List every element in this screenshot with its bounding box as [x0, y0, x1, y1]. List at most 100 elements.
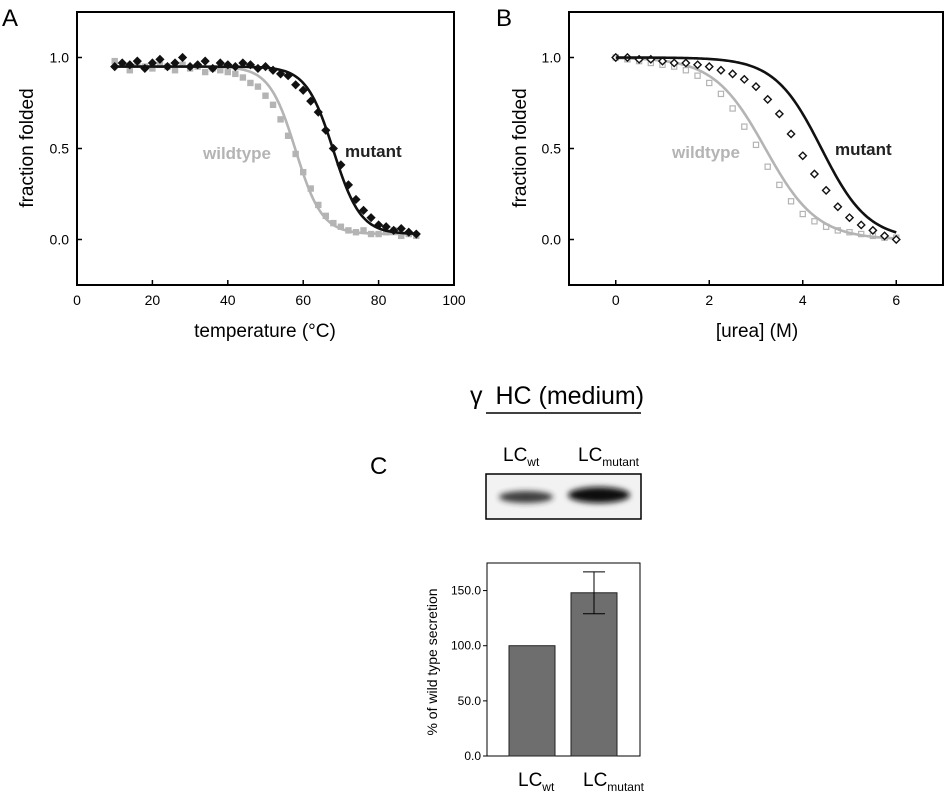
panel-b-y-axis-title: fraction folded: [510, 88, 531, 207]
panel-a-x-tick-label: 40: [220, 292, 236, 308]
blot-lane-2-sub: mutant: [602, 455, 639, 469]
panel-c-x-tick-2-main: LC: [583, 770, 607, 791]
panel-c-x-tick-2: LCmutant: [583, 770, 645, 794]
panel-a-mutant-point: [177, 52, 188, 63]
panel-b-mutant-point: [669, 58, 679, 68]
panel-a-mutant-fit-line: [114, 65, 417, 235]
panel-c-letter: C: [370, 453, 387, 480]
panel-b-wildtype-point: [706, 79, 713, 87]
panel-a-y-tick-label: 0.5: [50, 141, 70, 157]
blot-lane-2-main: LC: [578, 445, 602, 466]
panel-c-x-tick-1-main: LC: [518, 770, 542, 791]
panel-a-wildtype-point: [232, 70, 239, 78]
panel-c-x-tick-2-sub: mutant: [607, 780, 644, 794]
panel-b-wildtype-point: [787, 198, 795, 205]
panel-a-wildtype-point: [269, 101, 277, 109]
blot-title: γ HC (medium): [470, 382, 644, 410]
panel-c-y-tick-label: 150.0: [451, 584, 481, 598]
panel-b-x-tick-label: 4: [799, 292, 807, 308]
panel-b-x-tick-label: 2: [705, 292, 713, 308]
panel-b-wildtype-point: [752, 141, 760, 149]
panel-a-wildtype-label: wildtype: [202, 144, 271, 163]
panel-a-y-tick-label: 0.0: [50, 232, 70, 248]
panel-b-wildtype-point: [799, 210, 806, 218]
blot-band-mutant: [568, 487, 630, 503]
panel-c-frame: [486, 562, 641, 757]
panel-b-wildtype-point: [729, 105, 736, 112]
panel-c-y-tick-label: 50.0: [458, 694, 482, 708]
panel-a-wildtype-point: [247, 79, 254, 87]
panel-a-wildtype-point: [254, 83, 262, 90]
panel-a-y-axis: 0.0 0.5 1.0: [50, 50, 82, 248]
panel-a-mutant-point: [298, 85, 308, 95]
panel-c-plot-area: [508, 571, 618, 757]
panel-b-x-axis-title: [urea] (M): [716, 321, 798, 342]
panel-b-mutant-fit-line: [615, 56, 897, 234]
panel-b-plot-area: [611, 52, 901, 245]
panel-b-x-tick-label: 6: [892, 292, 900, 308]
blot-title-text: HC (medium): [495, 382, 644, 410]
panel-b-x-tick-label: 0: [612, 292, 620, 308]
panel-a: A 0 20 40 60 80 100 0.0 0.5 1.0 wildtype mutant…: [2, 5, 466, 342]
panel-b-mutant-point: [891, 234, 901, 245]
panel-b-mutant-point: [833, 202, 843, 212]
panel-a-mutant-label: mutant: [345, 142, 402, 161]
panel-a-wildtype-point: [277, 116, 284, 123]
panel-b-x-axis: 0 2 4 6: [612, 280, 900, 308]
panel-b-mutant-point: [868, 225, 878, 235]
panel-c-y-tick-label: 100.0: [451, 639, 481, 653]
panel-b-mutant-point: [739, 74, 749, 84]
panel-b-mutant-point: [657, 56, 668, 66]
panel-b-wildtype-point: [776, 181, 783, 189]
panel-a-mutant-point: [366, 213, 376, 223]
panel-b-mutant-point: [809, 169, 820, 179]
panel-a-y-tick-label: 1.0: [50, 50, 70, 66]
panel-c-y-tick-label: 0.0: [464, 749, 481, 763]
panel-a-wildtype-point: [224, 68, 231, 76]
panel-a-mutant-point: [291, 80, 301, 90]
panel-b-y-tick-label: 1.0: [542, 50, 562, 66]
panel-b-wildtype-point: [694, 72, 701, 79]
panel-b-y-tick-label: 0.0: [542, 232, 562, 248]
panel-c-x-tick-1: LCwt: [518, 770, 555, 794]
panel-c: C γ HC (medium) LCwt LCmutant 0.050.0100…: [370, 382, 645, 794]
panel-b-wildtype-point: [811, 218, 818, 225]
panel-a-mutant-point: [275, 69, 286, 79]
panel-b-mutant-point: [844, 213, 855, 223]
panel-b: B 0 2 4 6 0.0 0.5 1.0 wildtype mutant [urea] …: [496, 5, 944, 342]
blot-band-wt: [499, 491, 553, 503]
panel-a-x-tick-label: 100: [442, 292, 466, 308]
panel-b-mutant-point: [821, 185, 831, 195]
panel-a-mutant-point: [358, 205, 369, 215]
panel-a-wildtype-point: [239, 74, 247, 81]
panel-b-mutant-label: mutant: [835, 140, 892, 159]
panel-a-x-axis-title: temperature (°C): [194, 321, 336, 342]
panel-c-bar-1: [508, 645, 556, 757]
panel-b-mutant-point: [879, 231, 890, 241]
panel-a-x-tick-label: 0: [73, 292, 81, 308]
panel-a-letter: A: [2, 5, 18, 32]
panel-c-x-tick-1-sub: wt: [541, 780, 555, 794]
panel-a-mutant-point: [193, 60, 203, 70]
panel-a-x-tick-label: 80: [371, 292, 387, 308]
blot-lane-2-label: LCmutant: [578, 445, 640, 469]
blot-lane-1-label: LCwt: [503, 445, 540, 469]
panel-c-bar-2: [570, 592, 618, 757]
panel-a-y-axis-title: fraction folded: [17, 88, 38, 207]
panel-b-mutant-point: [716, 65, 726, 75]
panel-b-wildtype-point: [764, 163, 771, 170]
panel-b-wildtype-label: wildtype: [671, 143, 740, 162]
panel-a-x-tick-label: 60: [295, 292, 311, 308]
panel-a-mutant-point: [396, 223, 406, 234]
panel-a-mutant-point: [200, 56, 210, 66]
panel-b-mutant-point: [763, 94, 773, 104]
blot-lane-1-sub: wt: [526, 455, 540, 469]
panel-b-y-tick-label: 0.5: [542, 141, 562, 157]
panel-b-mutant-point: [704, 62, 714, 72]
panel-a-plot-area: [110, 52, 421, 240]
panel-c-y-axis-title: % of wild type secretion: [424, 588, 440, 735]
panel-a-wildtype-point: [171, 67, 179, 74]
panel-a-wildtype-point: [262, 92, 269, 99]
panel-a-mutant-point: [155, 54, 165, 64]
